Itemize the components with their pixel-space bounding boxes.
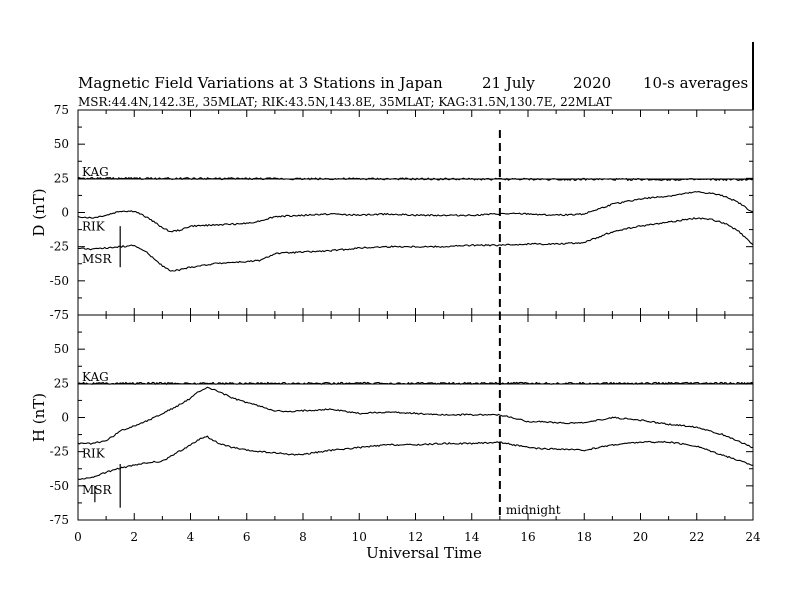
series-label-msr: MSR: [82, 483, 113, 497]
panels: 75 50 25 0 -25 -50 -75 D (nT) KAG RIK MSR 50 25 0 -25 -…: [30, 103, 754, 527]
series-rik-line: [77, 386, 754, 449]
y-axis-title: H (nT): [30, 393, 48, 442]
panel-frame: [77, 314, 754, 521]
y-tick-label: -75: [50, 513, 69, 527]
chart-subtitle: MSR:44.4N,142.3E, 35MLAT; RIK:43.5N,143.…: [78, 95, 612, 109]
y-tick-label: 25: [54, 376, 69, 390]
x-axis-title: Universal Time: [366, 544, 482, 562]
y-tick-label: -75: [50, 308, 69, 322]
x-tick-label: 8: [299, 530, 307, 544]
x-tick-label: 24: [745, 530, 761, 544]
panel-h: 50 25 0 -25 -50 -75 H (nT) KAG RIK MSR: [30, 314, 754, 527]
y-tick-label: 25: [54, 171, 69, 185]
series-msr-line: [77, 435, 754, 480]
y-tick-label: -25: [50, 445, 69, 459]
series-label-kag: KAG: [82, 370, 109, 384]
x-tick-label: 2: [130, 530, 138, 544]
chart-date: 21 July: [482, 74, 535, 92]
series-msr-line: [77, 217, 754, 272]
x-tick-label: 14: [464, 530, 480, 544]
x-tick-label: 22: [689, 530, 704, 544]
y-tick-label: 0: [61, 206, 69, 220]
series-kag-line: [77, 176, 754, 182]
x-tick-label: 18: [577, 530, 592, 544]
x-tick-label: 6: [243, 530, 251, 544]
midnight-label: midnight: [506, 503, 561, 517]
panel-frame: [77, 109, 754, 316]
series-rik-line: [77, 191, 754, 233]
series-label-rik: RIK: [82, 220, 106, 234]
y-tick-label: 50: [54, 342, 69, 356]
y-tick-label: -50: [50, 274, 69, 288]
x-tick-labels: 0 2 4 6 8 10 12 14 16 18 20 22 24: [74, 530, 761, 544]
x-tick-label: 0: [74, 530, 82, 544]
chart-year: 2020: [573, 74, 611, 92]
y-tick-label: -25: [50, 240, 69, 254]
y-tick-label: 75: [54, 103, 69, 117]
y-tick-label: -50: [50, 479, 69, 493]
x-tick-label: 4: [187, 530, 195, 544]
x-tick-label: 12: [408, 530, 423, 544]
x-tick-label: 10: [352, 530, 367, 544]
x-tick-label: 20: [633, 530, 648, 544]
y-axis-title: D (nT): [30, 188, 48, 236]
panel-d: 75 50 25 0 -25 -50 -75 D (nT) KAG RIK MSR: [30, 103, 754, 322]
chart-averaging: 10-s averages: [643, 74, 748, 92]
y-tick-label: 0: [61, 411, 69, 425]
series-label-kag: KAG: [82, 165, 109, 179]
y-tick-label: 50: [54, 137, 69, 151]
series-label-msr: MSR: [82, 252, 113, 266]
series-label-rik: RIK: [82, 446, 106, 460]
x-tick-label: 16: [520, 530, 535, 544]
series-kag-line: [77, 381, 754, 385]
chart-title: Magnetic Field Variations at 3 Stations …: [78, 74, 443, 92]
